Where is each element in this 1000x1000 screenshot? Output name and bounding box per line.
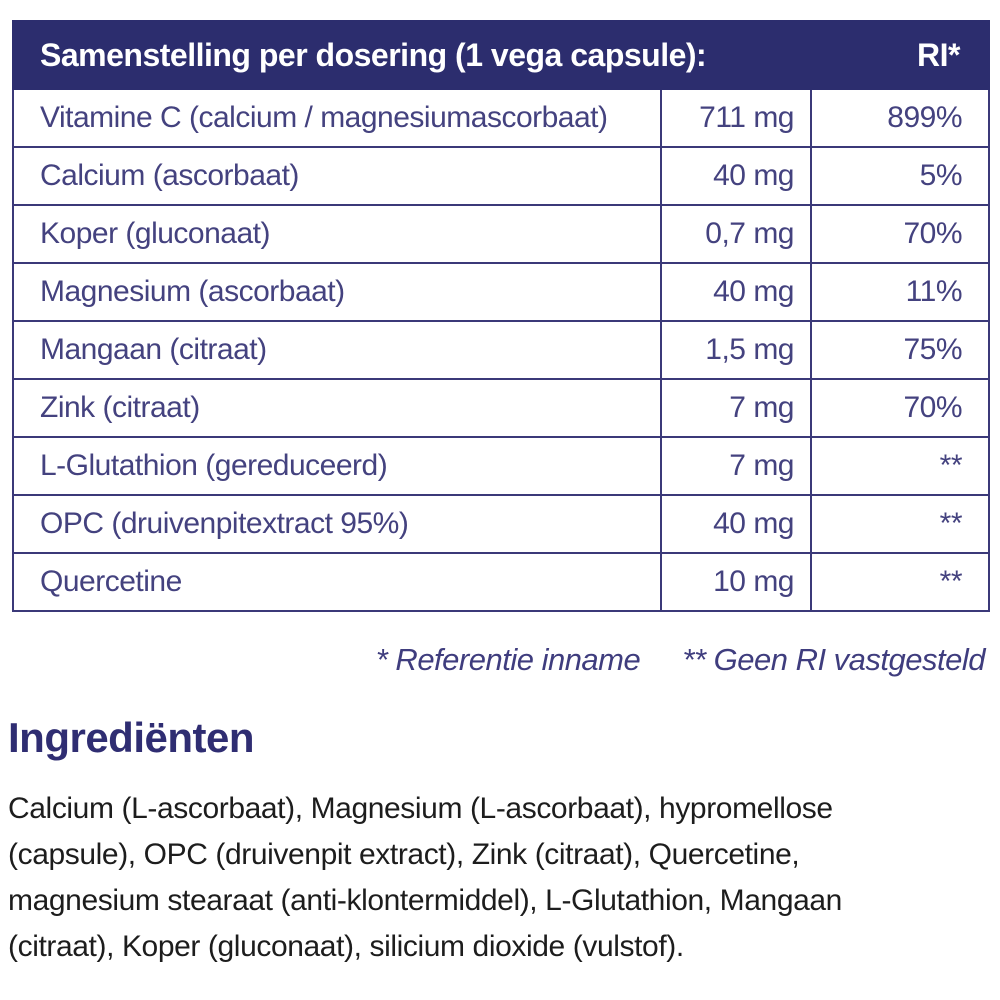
ingredient-ri: ** [939,507,963,540]
ri-column-header: RI* [917,36,960,73]
ingredients-line: (citraat), Koper (gluconaat), silicium d… [8,930,684,963]
ingredient-name: Magnesium (ascorbaat) [40,275,345,308]
footnote-no-ri: ** Geen RI vastgesteld [682,642,985,677]
ingredient-amount: 7 mg [660,380,812,436]
table-row: Mangaan (citraat) 1,5 mg 75% [14,320,988,378]
ingredient-amount: 40 mg [660,148,812,204]
ingredients-line: Calcium (L-ascorbaat), Magnesium (L-asco… [8,792,833,825]
table-row: Vitamine C (calcium / magnesiumascorbaat… [14,90,988,146]
ingredient-ri: 75% [903,333,962,366]
ingredient-ri: 899% [887,101,962,134]
ingredient-name: Zink (citraat) [40,391,200,424]
ingredient-amount: 10 mg [660,554,812,610]
table-body: Vitamine C (calcium / magnesiumascorbaat… [12,90,990,612]
table-header: Samenstelling per dosering (1 vega capsu… [12,20,990,90]
table-title: Samenstelling per dosering (1 vega capsu… [40,36,707,73]
ingredient-name: L-Glutathion (gereduceerd) [40,449,388,482]
ingredient-amount: 1,5 mg [660,322,812,378]
ingredients-line: (capsule), OPC (druivenpit extract), Zin… [8,838,800,871]
table-row: OPC (druivenpitextract 95%) 40 mg ** [14,494,988,552]
ingredient-name: Vitamine C (calcium / magnesiumascorbaat… [40,101,608,134]
ingredient-name: OPC (druivenpitextract 95%) [40,507,409,540]
table-row: Zink (citraat) 7 mg 70% [14,378,988,436]
table-row: Quercetine 10 mg ** [14,552,988,610]
ingredient-ri: 70% [903,391,962,424]
table-row: L-Glutathion (gereduceerd) 7 mg ** [14,436,988,494]
ingredient-amount: 40 mg [660,264,812,320]
table-row: Koper (gluconaat) 0,7 mg 70% [14,204,988,262]
supplement-table: Samenstelling per dosering (1 vega capsu… [12,20,990,612]
ingredients-line: magnesium stearaat (anti-klontermiddel),… [8,884,842,917]
ingredient-name: Quercetine [40,565,182,598]
ingredient-ri: 5% [919,159,963,192]
ingredient-ri: ** [939,449,963,482]
ingredient-amount: 0,7 mg [660,206,812,262]
ingredient-ri: 70% [903,217,962,250]
ingredient-name: Mangaan (citraat) [40,333,267,366]
ingredient-amount: 711 mg [660,90,812,146]
ingredient-amount: 7 mg [660,438,812,494]
ingredients-text: Calcium (L-ascorbaat), Magnesium (L-asco… [8,786,842,970]
ingredient-name: Calcium (ascorbaat) [40,159,299,192]
ingredient-ri: 11% [905,275,963,308]
table-row: Calcium (ascorbaat) 40 mg 5% [14,146,988,204]
footnote-reference-intake: * Referentie inname [375,642,641,677]
ingredients-heading: Ingrediënten [8,714,255,761]
ingredient-amount: 40 mg [660,496,812,552]
ingredient-ri: ** [939,565,963,598]
ingredient-name: Koper (gluconaat) [40,217,270,250]
table-footnote: * Referentie inname ** Geen RI vastgeste… [375,642,986,678]
table-row: Magnesium (ascorbaat) 40 mg 11% [14,262,988,320]
